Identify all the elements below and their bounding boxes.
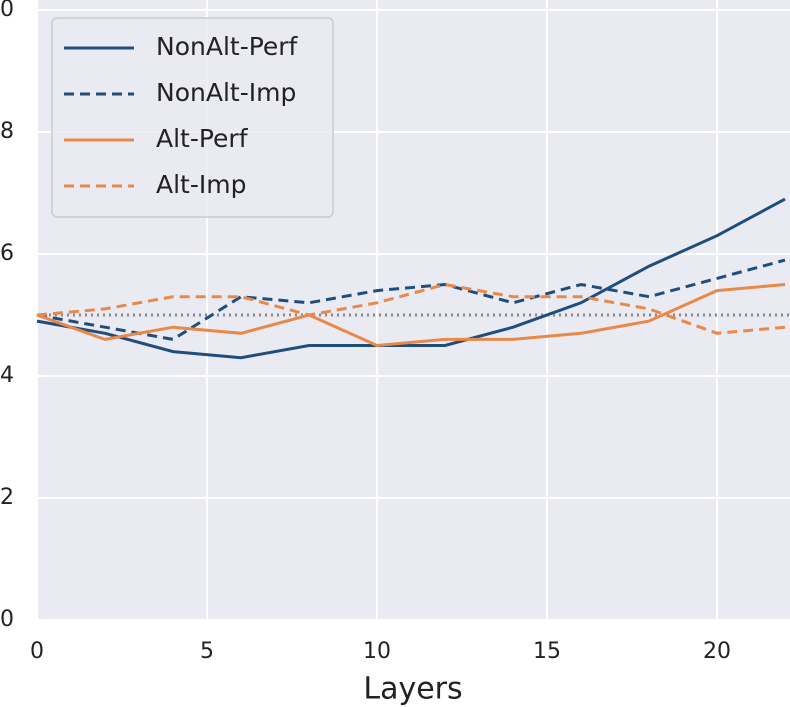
y-tick-label: 0 [0, 607, 14, 632]
x-tick-label: 5 [200, 639, 214, 664]
series-line [36, 283, 786, 348]
legend-label: Alt-Perf [156, 124, 249, 153]
legend-box [51, 17, 334, 218]
y-tick-label: 2 [0, 485, 14, 510]
x-tick-label: 0 [30, 639, 44, 664]
series-line [36, 197, 786, 360]
x-tick-label: 10 [363, 639, 391, 664]
y-tick-label: 4 [0, 363, 14, 388]
y-tick-label: 0 [0, 0, 14, 22]
x-tick-label: 20 [703, 639, 731, 664]
series-line [36, 258, 786, 341]
legend-label: Alt-Imp [156, 170, 246, 199]
legend-label: NonAlt-Perf [156, 32, 299, 61]
y-tick-label: 6 [0, 241, 14, 266]
y-tick-label: 8 [0, 119, 14, 144]
legend-label: NonAlt-Imp [156, 78, 296, 107]
x-axis-label: Layers [363, 672, 462, 707]
x-tick-label: 15 [533, 639, 561, 664]
series-line [36, 282, 786, 335]
